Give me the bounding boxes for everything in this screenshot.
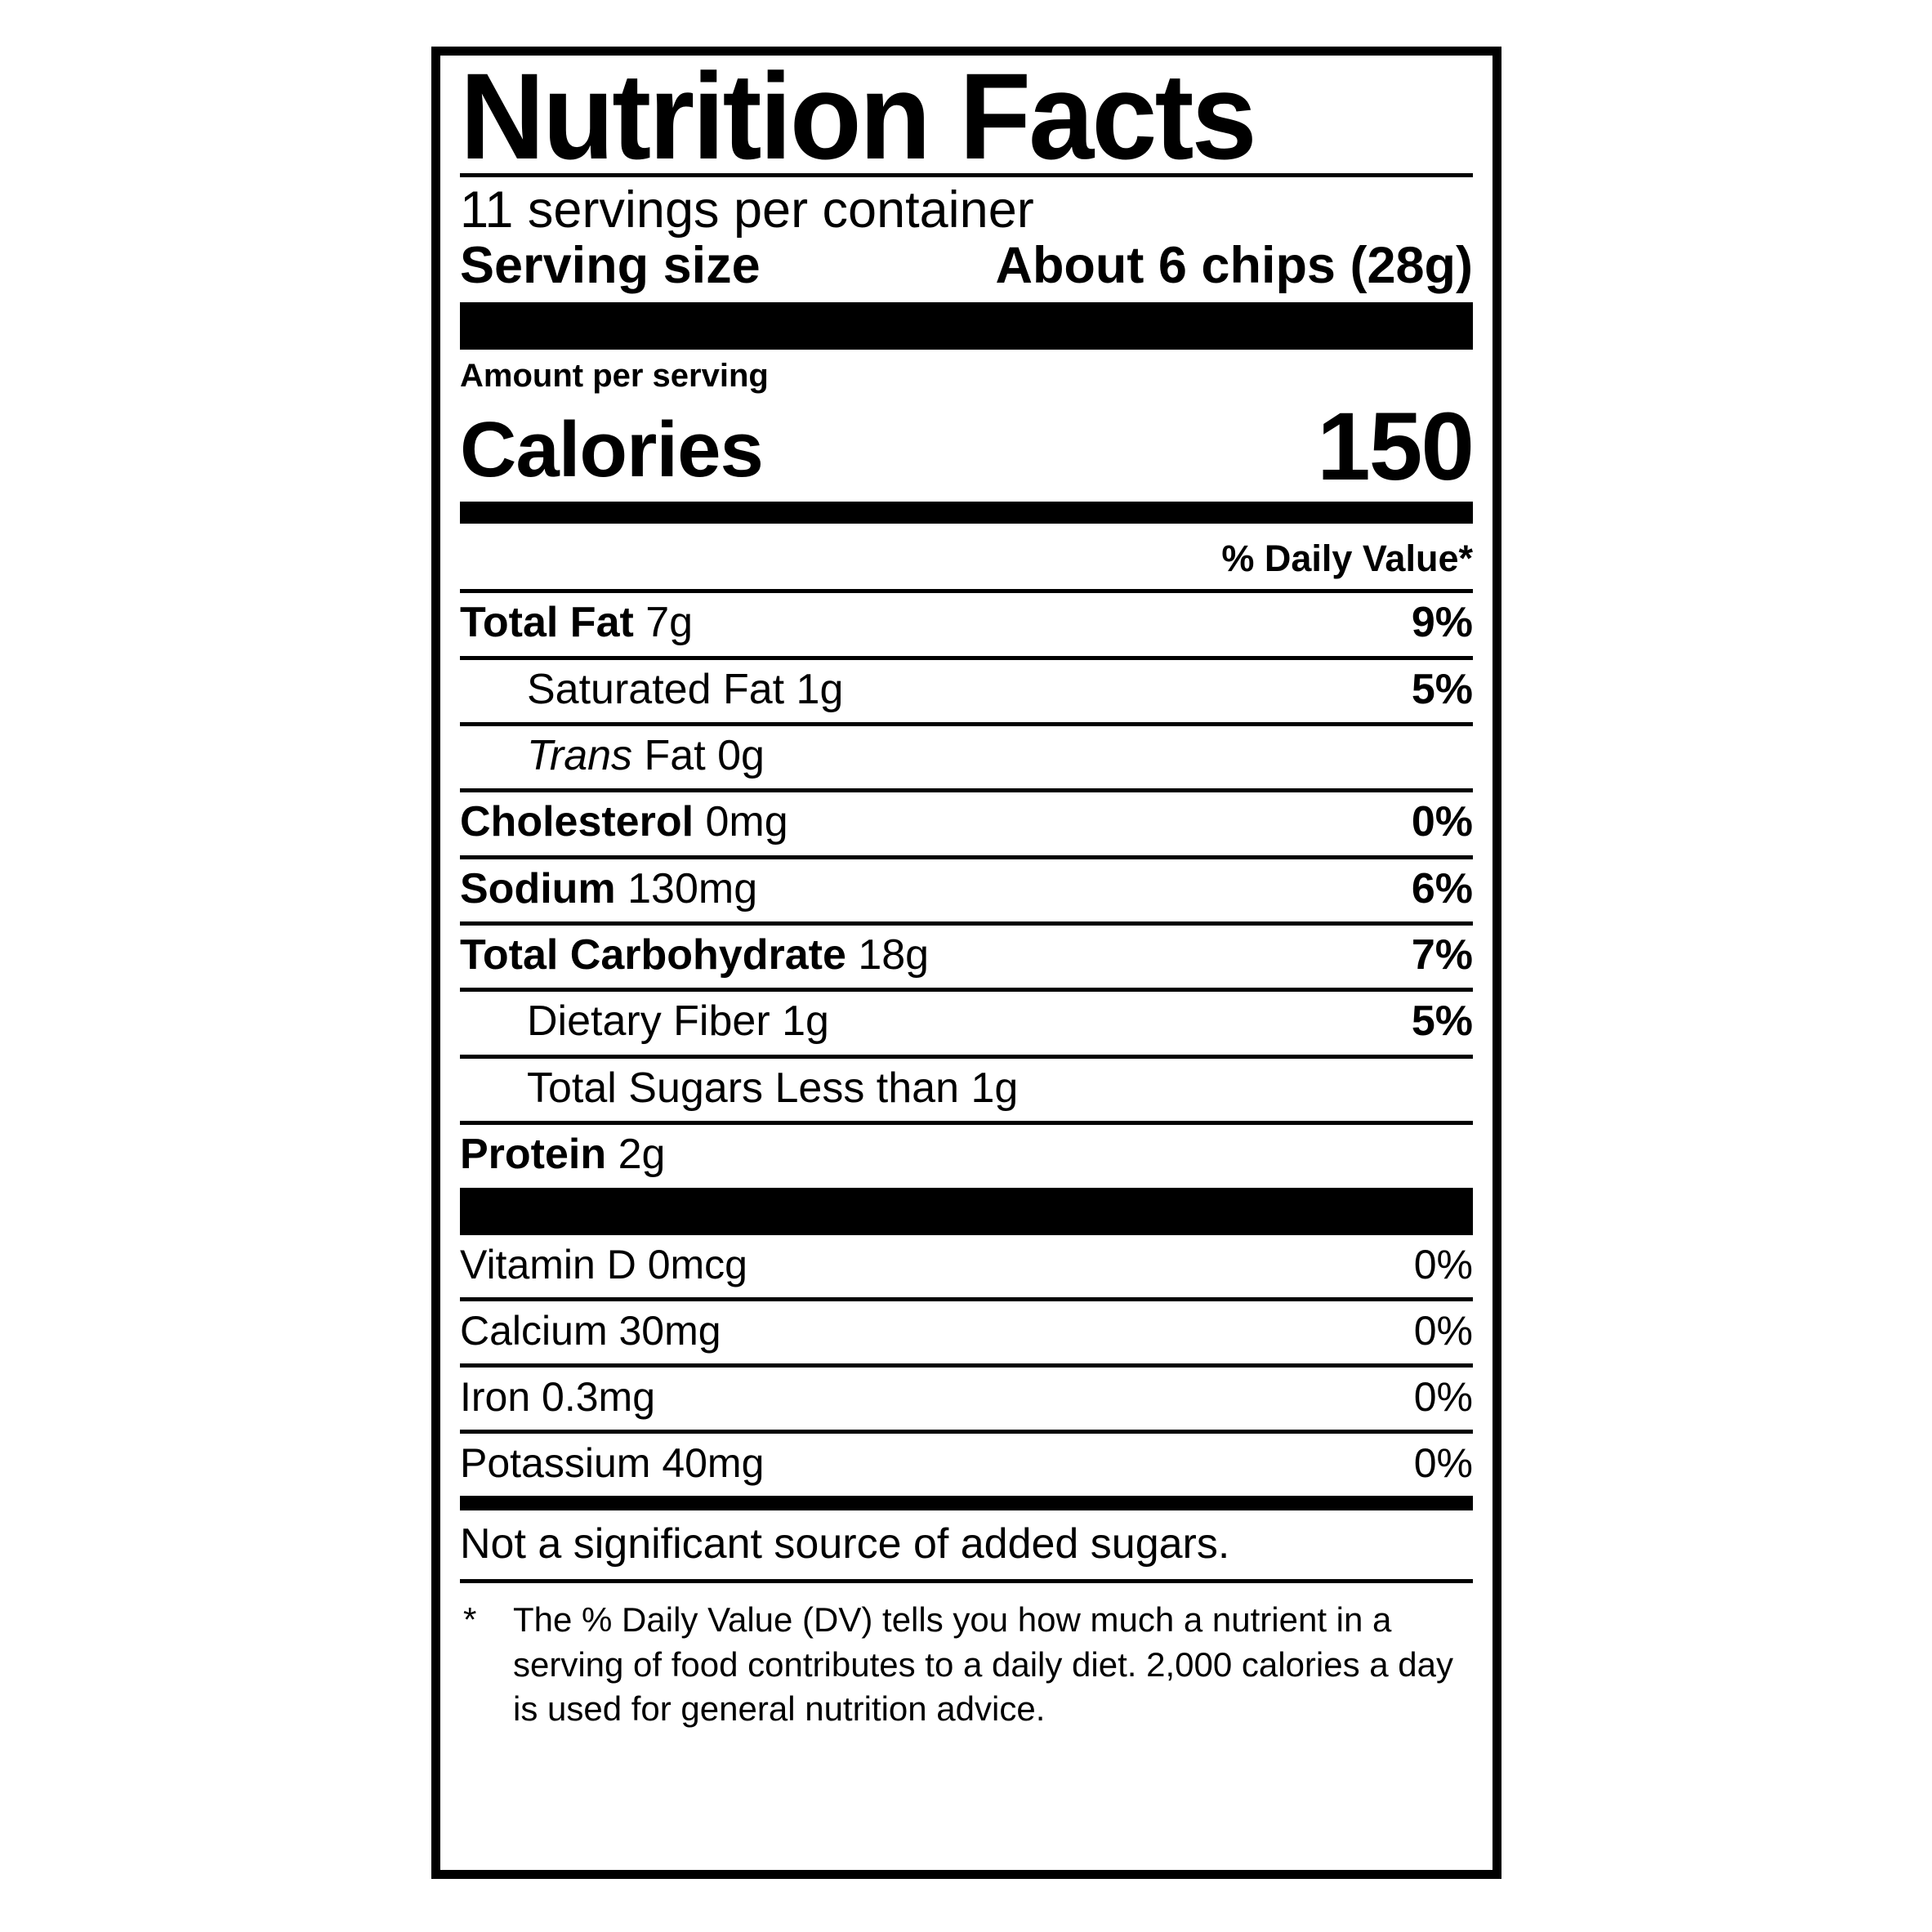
divider-thick-after-protein: [460, 1187, 1473, 1235]
label-title: Nutrition Facts: [460, 47, 1257, 185]
nutrient-row-trans-fat: Trans Fat 0g: [460, 726, 1473, 788]
micronutrient-dv: 0%: [1413, 1307, 1473, 1354]
footnote-text: The % Daily Value (DV) tells you how muc…: [513, 1600, 1454, 1729]
micronutrient-row-vitamin-d: Vitamin D 0mcg 0%: [460, 1235, 1473, 1297]
divider-row: [460, 788, 1473, 793]
divider-before-footnote: [460, 1578, 1473, 1583]
nutrient-row-total-fat: Total Fat 7g 9%: [460, 593, 1473, 655]
nutrient-dv: 7%: [1411, 931, 1473, 979]
nutrition-facts-label: Nutrition Facts 11 servings per containe…: [431, 47, 1501, 1879]
nutrient-amount: 2g: [618, 1131, 666, 1179]
serving-size-row: Serving size About 6 chips (28g): [460, 237, 1473, 302]
micronutrient-dv: 0%: [1413, 1373, 1473, 1420]
nutrient-dv: 9%: [1411, 599, 1473, 647]
nutrient-row-cholesterol: Cholesterol 0mg 0%: [460, 792, 1473, 854]
nutrient-name: Total Sugars: [527, 1064, 764, 1112]
nutrient-name: Saturated Fat: [527, 665, 785, 713]
nutrient-name: Total Carbohydrate: [460, 931, 846, 979]
not-significant-source-note: Not a significant source of added sugars…: [460, 1519, 1230, 1568]
nutrient-name: Trans: [527, 732, 633, 780]
calories-value: 150: [1317, 393, 1475, 502]
divider-before-total-fat: [460, 589, 1473, 594]
nutrient-amount: 1g: [782, 997, 829, 1046]
nutrient-row-sodium: Sodium 130mg 6%: [460, 859, 1473, 921]
nutrient-row-total-sugars: Total Sugars Less than 1g: [460, 1059, 1473, 1121]
micronutrient-row-iron: Iron 0.3mg 0%: [460, 1368, 1473, 1430]
label-inner: Nutrition Facts 11 servings per containe…: [460, 47, 1475, 1863]
title-underline: [460, 173, 1473, 177]
nutrient-name: Dietary Fiber: [527, 997, 770, 1046]
micronutrient-row-calcium: Calcium 30mg 0%: [460, 1301, 1473, 1363]
divider-row: [460, 988, 1473, 993]
nutrient-amount: 0mg: [705, 798, 788, 846]
nutrient-row-dietary-fiber: Dietary Fiber 1g 5%: [460, 992, 1473, 1054]
divider-thick-after-serving: [460, 302, 1473, 350]
micronutrient-name: Calcium 30mg: [460, 1307, 721, 1354]
serving-size-value: About 6 chips (28g): [995, 237, 1473, 295]
divider-row: [460, 1054, 1473, 1059]
daily-value-footnote: * The % Daily Value (DV) tells you how m…: [460, 1583, 1473, 1732]
divider-row: [460, 722, 1473, 727]
divider-row: [460, 1121, 1473, 1126]
divider-row: [460, 1363, 1473, 1368]
nutrient-row-protein: Protein 2g: [460, 1125, 1473, 1187]
nutrient-row-total-carbohydrate: Total Carbohydrate 18g 7%: [460, 926, 1473, 988]
nutrient-row-saturated-fat: Saturated Fat 1g 5%: [460, 660, 1473, 722]
divider-row: [460, 854, 1473, 859]
nutrient-name: Protein: [460, 1131, 607, 1179]
calories-row: Calories 150: [460, 393, 1475, 502]
divider-row: [460, 921, 1473, 926]
nutrient-amount: 1g: [796, 665, 844, 713]
nutrient-amount: 18g: [858, 931, 930, 979]
micronutrient-name: Vitamin D 0mcg: [460, 1241, 747, 1287]
divider-row: [460, 1296, 1473, 1301]
nutrient-amount: 7g: [645, 599, 694, 647]
footnote-asterisk: *: [463, 1600, 477, 1639]
nutrient-dv: 5%: [1411, 665, 1473, 713]
serving-size-label: Serving size: [460, 237, 761, 295]
daily-value-header: % Daily Value*: [1221, 538, 1473, 580]
nutrient-dv: 5%: [1411, 997, 1473, 1046]
divider-medium-after-calories: [460, 502, 1473, 524]
nutrient-amount: Less than 1g: [774, 1064, 1019, 1112]
divider-row: [460, 655, 1473, 660]
nutrient-name: Cholesterol: [460, 798, 694, 846]
nutrient-name: Sodium: [460, 864, 616, 912]
nutrient-dv: 6%: [1411, 864, 1473, 912]
micronutrient-name: Iron 0.3mg: [460, 1373, 656, 1420]
nutrient-amount: 130mg: [627, 864, 758, 912]
micronutrient-dv: 0%: [1413, 1439, 1473, 1486]
divider-row: [460, 1429, 1473, 1434]
nutrient-amount: Fat 0g: [644, 732, 765, 780]
micronutrient-dv: 0%: [1413, 1241, 1473, 1287]
micronutrient-name: Potassium 40mg: [460, 1439, 765, 1486]
micronutrient-row-potassium: Potassium 40mg 0%: [460, 1434, 1473, 1496]
calories-label: Calories: [460, 406, 764, 494]
servings-per-container: 11 servings per container: [460, 181, 1034, 239]
amount-per-serving-label: Amount per serving: [460, 358, 769, 395]
nutrient-dv: 0%: [1411, 798, 1473, 846]
nutrient-name: Total Fat: [460, 599, 634, 647]
divider-after-micronutrients: [460, 1495, 1473, 1510]
